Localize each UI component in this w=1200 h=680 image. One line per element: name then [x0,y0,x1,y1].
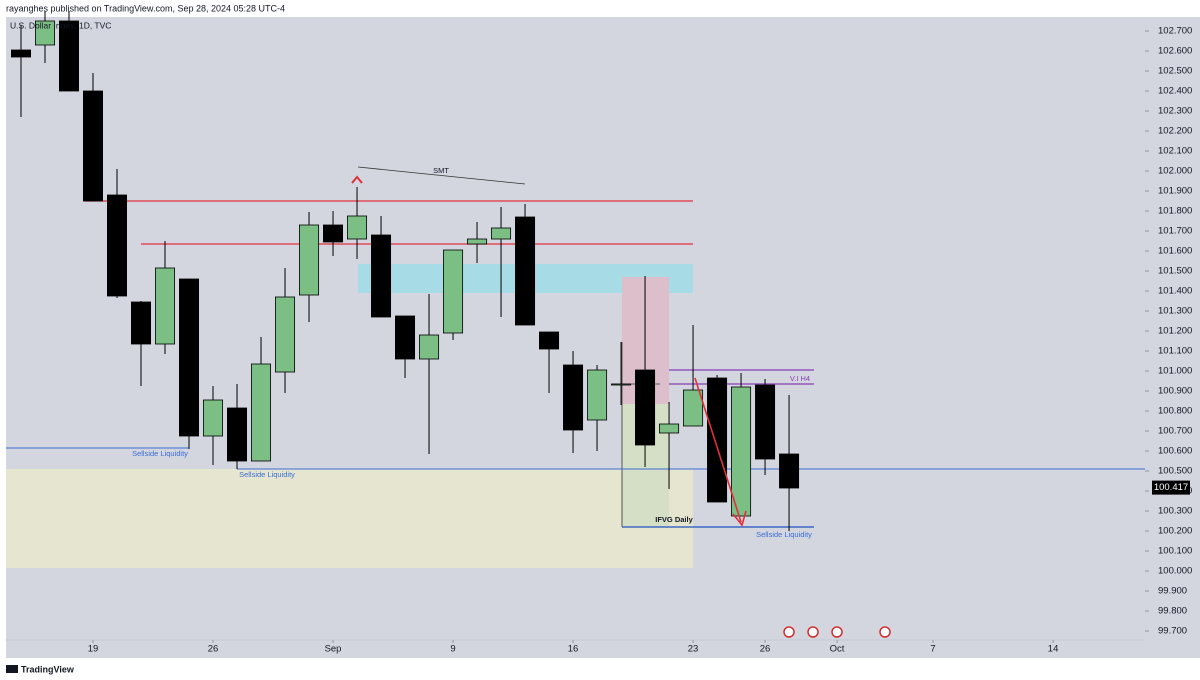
annotation: IFVG Daily [655,515,693,524]
event-icon[interactable] [783,626,795,638]
candle-body [755,384,776,460]
y-tick-label: 100.200 [1158,526,1192,537]
candle-body [443,249,464,334]
y-tick-label: 102.300 [1158,106,1192,117]
candle-body [611,383,632,386]
candle-body [539,331,560,350]
footer-text: TradingView [21,664,75,674]
y-tick-label: 100.100 [1158,546,1192,557]
x-tick-label: 14 [1048,644,1059,655]
candle-body [395,315,416,360]
candle-body [299,224,320,296]
y-tick-label: 99.800 [1158,606,1187,617]
candle-body [59,20,80,92]
y-tick-label: 102.000 [1158,166,1192,177]
x-tick-label: 7 [930,644,935,655]
x-tick-label: Oct [830,644,845,655]
candle-body [587,369,608,421]
last-price-label: 100.417 [1154,482,1188,493]
candle-body [203,399,224,437]
y-tick-label: 101.200 [1158,326,1192,337]
candle-body [251,363,272,462]
zone-yellow [6,469,693,568]
chart-title: U.S. Dollar Index, 1D, TVC [10,20,111,30]
candle-body [11,49,32,58]
x-tick-label: 26 [760,644,771,655]
x-tick-label: 23 [688,644,699,655]
y-tick-label: 99.900 [1158,586,1187,597]
candle-body [683,389,704,427]
candle-body [491,227,512,240]
y-tick-label: 102.100 [1158,146,1192,157]
y-tick-label: 102.200 [1158,126,1192,137]
x-tick-label: 26 [208,644,219,655]
y-tick-label: 101.500 [1158,266,1192,277]
footer-bar [0,658,1200,680]
y-tick-label: 100.500 [1158,466,1192,477]
candle-body [419,334,440,360]
annotation: SMT [433,166,449,175]
annotation: V.I H4 [790,374,810,383]
y-tick-label: 100.000 [1158,566,1192,577]
candle-body [563,364,584,431]
y-tick-label: 100.700 [1158,426,1192,437]
annotation: Sellside Liquidity [132,449,188,458]
y-tick-label: 99.700 [1158,626,1187,637]
logo [6,665,18,673]
candle-body [179,278,200,437]
caret [351,175,363,184]
annotation: Sellside Liquidity [239,470,295,479]
y-tick-label: 102.400 [1158,86,1192,97]
last-price-box [1152,480,1190,495]
header-bar [0,0,1200,17]
y-tick-label: 102.500 [1158,66,1192,77]
candle-body [707,377,728,503]
x-tick-label: 9 [450,644,455,655]
candle-body [659,423,680,434]
y-tick-label: 102.600 [1158,46,1192,57]
candle-body [779,453,800,489]
candle-body [107,194,128,297]
y-tick-label: 100.600 [1158,446,1192,457]
y-tick-label: 101.000 [1158,366,1192,377]
y-tick-label: 101.300 [1158,306,1192,317]
y-tick-label: 102.700 [1158,26,1192,37]
smt-line [357,166,526,185]
candle-body [731,386,752,517]
candle-body [323,224,344,243]
y-tick-label: 100.900 [1158,386,1192,397]
y-tick-label: 101.700 [1158,226,1192,237]
candle-body [347,215,368,240]
candle-body [371,234,392,318]
event-icon[interactable] [831,626,843,638]
candle-body [35,20,56,46]
y-tick-label: 101.800 [1158,206,1192,217]
candle-body [275,296,296,373]
arrow [694,377,742,523]
candle-body [155,267,176,345]
header-text: rayanghes published on TradingView.com, … [6,3,285,13]
candle-body [83,90,104,202]
candle-body [515,216,536,326]
y-tick-label: 101.400 [1158,286,1192,297]
candle-body [635,369,656,446]
y-tick-label: 100.300 [1158,506,1192,517]
x-tick-label: Sep [325,644,342,655]
event-icon[interactable] [807,626,819,638]
x-tick-label: 16 [568,644,579,655]
annotation: Sellside Liquidity [756,530,812,539]
x-tick-label: 19 [88,644,99,655]
y-tick-label: 101.900 [1158,186,1192,197]
candle-body [467,238,488,245]
candles [11,11,800,531]
y-tick-label: 100.800 [1158,406,1192,417]
event-icon[interactable] [879,626,891,638]
event-icons [783,626,891,638]
candle-body [131,301,152,345]
candle-body [227,407,248,462]
arrow-head [732,510,747,527]
y-tick-label: 101.100 [1158,346,1192,357]
y-tick-label: 101.600 [1158,246,1192,257]
